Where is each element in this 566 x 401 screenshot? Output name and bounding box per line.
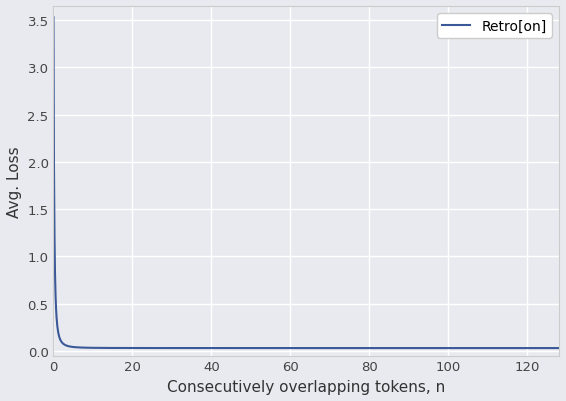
Retro[on] xyxy=(50,16,57,20)
X-axis label: Consecutively overlapping tokens, n: Consecutively overlapping tokens, n xyxy=(167,379,445,394)
Retro[on] xyxy=(448,346,455,350)
Retro[on] xyxy=(541,346,547,350)
Line: Retro[on]: Retro[on] xyxy=(53,18,559,348)
Y-axis label: Avg. Loss: Avg. Loss xyxy=(7,146,22,217)
Retro[on] xyxy=(282,346,289,350)
Legend: Retro[on]: Retro[on] xyxy=(437,14,552,39)
Retro[on] xyxy=(76,345,83,350)
Retro[on] xyxy=(556,346,563,350)
Retro[on] xyxy=(541,346,548,350)
Retro[on] xyxy=(296,346,303,350)
